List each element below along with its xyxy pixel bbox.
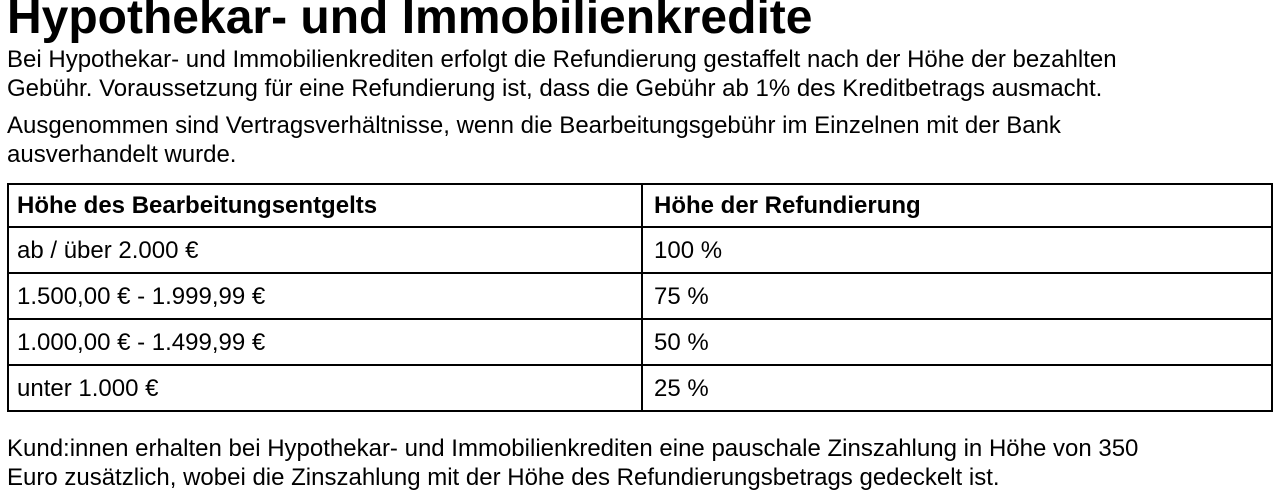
fee-range-cell: ab / über 2.000 € bbox=[7, 226, 643, 274]
page-title: Hypothekar- und Immobilienkredite bbox=[7, 0, 813, 44]
refund-percent-cell: 25 % bbox=[641, 364, 1273, 412]
refund-percent-cell: 50 % bbox=[641, 318, 1273, 366]
intro-paragraph-line-1: Bei Hypothekar- und Immobilienkrediten e… bbox=[7, 46, 1117, 73]
column-header-fee-amount: Höhe des Bearbeitungsentgelts bbox=[7, 183, 643, 228]
refund-percent-cell: 100 % bbox=[641, 226, 1273, 274]
exception-paragraph-line-1: Ausgenommen sind Vertragsverhältnisse, w… bbox=[7, 112, 1061, 139]
exception-paragraph: Ausgenommen sind Vertragsverhältnisse, w… bbox=[7, 111, 1274, 169]
interest-note-line-2: Euro zusätzlich, wobei die Zinszahlung m… bbox=[7, 464, 1000, 491]
interest-note-paragraph: Kund:innen erhalten bei Hypothekar- und … bbox=[7, 434, 1274, 492]
intro-paragraph-line-2: Gebühr. Voraussetzung für eine Refundier… bbox=[7, 75, 1103, 102]
fee-range-cell: 1.500,00 € - 1.999,99 € bbox=[7, 272, 643, 320]
column-header-refund-amount: Höhe der Refundierung bbox=[641, 183, 1273, 228]
table-row: unter 1.000 € 25 % bbox=[7, 364, 1273, 412]
refund-table-header-row: Höhe des Bearbeitungsentgelts Höhe der R… bbox=[7, 183, 1273, 228]
refund-table: Höhe des Bearbeitungsentgelts Höhe der R… bbox=[7, 183, 1273, 412]
interest-note-line-1: Kund:innen erhalten bei Hypothekar- und … bbox=[7, 435, 1139, 462]
refund-percent-cell: 75 % bbox=[641, 272, 1273, 320]
table-row: 1.000,00 € - 1.499,99 € 50 % bbox=[7, 318, 1273, 366]
fee-range-cell: unter 1.000 € bbox=[7, 364, 643, 412]
table-row: 1.500,00 € - 1.999,99 € 75 % bbox=[7, 272, 1273, 320]
fee-range-cell: 1.000,00 € - 1.499,99 € bbox=[7, 318, 643, 366]
intro-paragraph: Bei Hypothekar- und Immobilienkrediten e… bbox=[7, 45, 1274, 103]
exception-paragraph-line-2: ausverhandelt wurde. bbox=[7, 141, 237, 168]
table-row: ab / über 2.000 € 100 % bbox=[7, 226, 1273, 274]
